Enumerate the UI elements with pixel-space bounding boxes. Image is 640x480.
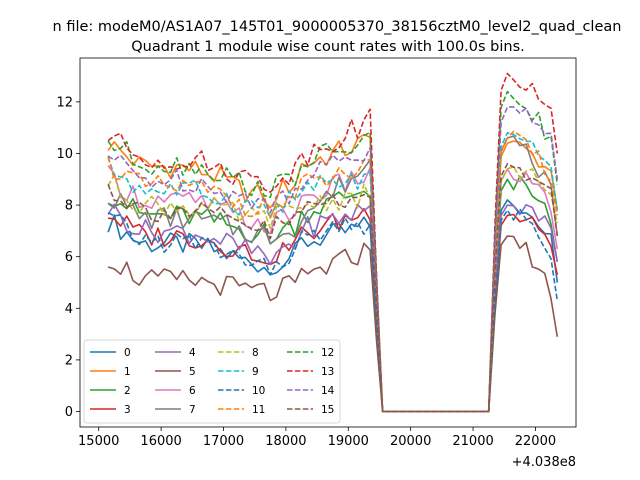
- x-axis: 15000 16000 17000 18000 19000 20000 21000 22000: [78, 427, 556, 449]
- legend-label-11: 11: [252, 404, 265, 416]
- chart-title: Quadrant 1 module wise count rates with …: [131, 39, 525, 55]
- legend-label-15: 15: [321, 404, 334, 416]
- legend-label-14: 14: [321, 385, 335, 397]
- y-tick-label: 2: [65, 353, 73, 368]
- x-tick-label: 18000: [265, 434, 306, 449]
- x-tick-label: 15000: [78, 434, 119, 449]
- legend-label-8: 8: [252, 347, 259, 359]
- legend-label-13: 13: [321, 366, 334, 378]
- legend-box: [83, 339, 341, 424]
- y-tick-label: 6: [65, 250, 73, 265]
- legend-label-6: 6: [189, 385, 196, 397]
- series-lines: [107, 72, 559, 413]
- y-tick-label: 10: [56, 147, 73, 162]
- legend-label-1: 1: [124, 366, 131, 378]
- legend-label-5: 5: [189, 366, 196, 378]
- legend-label-0: 0: [124, 347, 131, 359]
- legend-label-10: 10: [252, 385, 265, 397]
- x-tick-label: 19000: [328, 434, 369, 449]
- plot-frame: [79, 57, 577, 428]
- legend-label-2: 2: [124, 385, 131, 397]
- y-tick-label: 8: [65, 199, 73, 214]
- y-tick-label: 4: [65, 302, 73, 317]
- x-tick-label: 20000: [390, 434, 431, 449]
- x-tick-label: 16000: [140, 434, 181, 449]
- x-tick-label: 22000: [515, 434, 556, 449]
- x-axis-offset-label: +4.038e8: [512, 455, 576, 470]
- legend-label-12: 12: [321, 347, 334, 359]
- legend-label-9: 9: [252, 366, 259, 378]
- series-line-11: [107, 130, 559, 413]
- legend-label-7: 7: [189, 404, 196, 416]
- y-tick-label: 0: [65, 405, 73, 420]
- figure-suptitle: n file: modeM0/AS1A07_145T01_9000005370_…: [53, 19, 622, 35]
- series-line-15: [107, 163, 559, 413]
- legend-label-4: 4: [189, 347, 196, 359]
- y-axis: 0 2 4 6 8 10 12: [56, 95, 80, 420]
- x-tick-label: 21000: [452, 434, 493, 449]
- series-line-12: [107, 90, 559, 413]
- x-tick-label: 17000: [203, 434, 244, 449]
- legend-label-3: 3: [124, 404, 131, 416]
- y-tick-label: 12: [56, 95, 73, 110]
